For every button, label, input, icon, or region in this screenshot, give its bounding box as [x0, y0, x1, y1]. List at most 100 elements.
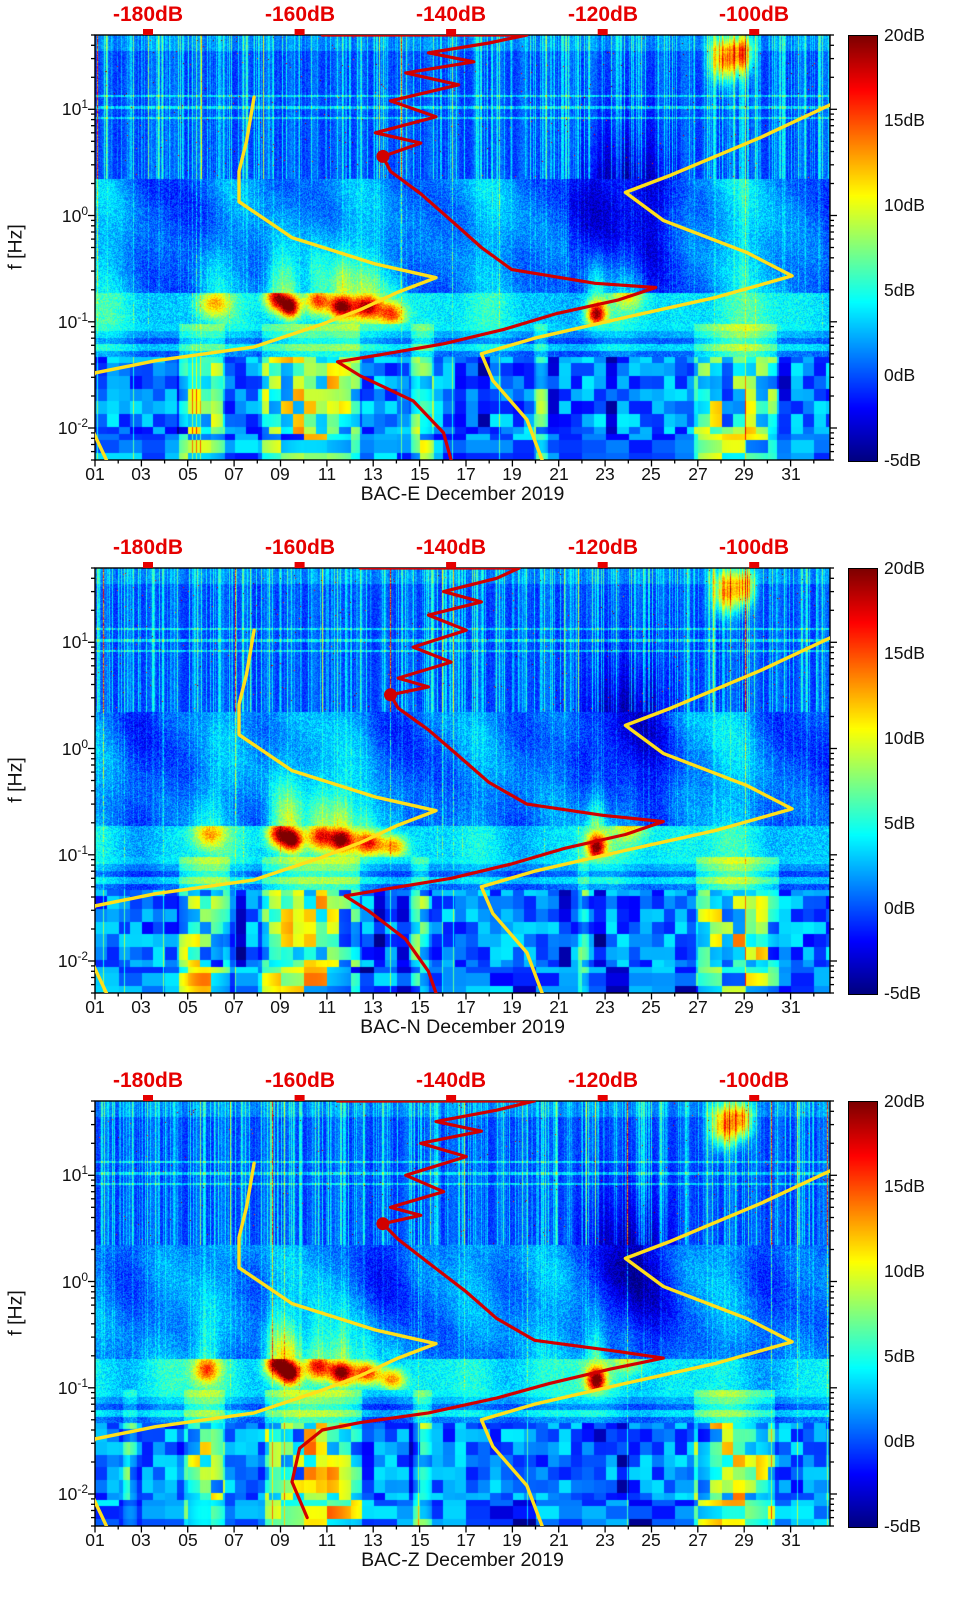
colorbar-tick-label: 10dB	[884, 728, 925, 748]
top-axis-tick-label: -120dB	[567, 536, 639, 559]
x-tick-label: 15	[410, 997, 430, 1017]
panel-bac-n: f [Hz] -180dB -160dB -140dB -120dB -100dB 01 0…	[0, 533, 962, 1066]
x-tick-label: 23	[595, 1530, 615, 1550]
x-tick-label: 25	[641, 1530, 661, 1550]
x-tick-label: 25	[641, 997, 661, 1017]
x-tick-label: 01	[85, 1530, 105, 1550]
x-tick-label: 17	[456, 1530, 476, 1550]
spectrogram-canvas	[95, 35, 830, 460]
x-tick-label: 05	[178, 464, 198, 484]
x-tick-label: 09	[270, 997, 290, 1017]
y-axis-label: f [Hz]	[4, 224, 27, 270]
x-tick-label: 31	[781, 464, 801, 484]
colorbar	[848, 35, 878, 462]
y-tick-label: 10-2	[57, 949, 88, 971]
x-tick-label: 21	[549, 997, 569, 1017]
y-axis-label: f [Hz]	[4, 1290, 27, 1336]
top-axis-tick-label: -140dB	[415, 1069, 487, 1092]
y-tick-label: 100	[61, 204, 88, 226]
x-tick-label: 27	[688, 1530, 708, 1550]
top-axis-tick-label: -160dB	[264, 3, 336, 26]
panel-bac-e: f [Hz] -180dB -160dB -140dB -120dB -100dB 01 0…	[0, 0, 962, 533]
x-tick-label: 01	[85, 997, 105, 1017]
y-tick-label: 101	[61, 97, 88, 119]
y-tick-label: 10-1	[57, 1376, 88, 1398]
y-tick-label: 101	[61, 1163, 88, 1185]
colorbar-tick-label: 20dB	[884, 558, 925, 578]
x-tick-label: 11	[317, 464, 337, 484]
panel-bac-z: f [Hz] -180dB -160dB -140dB -120dB -100dB 01 0…	[0, 1066, 962, 1599]
colorbar-tick-label: 15dB	[884, 1176, 925, 1196]
colorbar-tick-label: 0dB	[884, 898, 916, 918]
colorbar-tick-label: 0dB	[884, 365, 916, 385]
colorbar-tick-label: 15dB	[884, 643, 925, 663]
x-tick-label: 19	[502, 1530, 522, 1550]
x-tick-label: 13	[363, 464, 383, 484]
y-tick-label: 10-2	[57, 416, 88, 438]
colorbar-tick-label: 0dB	[884, 1431, 916, 1451]
x-tick-label: 15	[410, 1530, 430, 1550]
x-tick-label: 13	[363, 1530, 383, 1550]
plot-title: BAC-E December 2019	[360, 483, 565, 505]
x-tick-label: 25	[641, 464, 661, 484]
x-tick-label: 13	[363, 997, 383, 1017]
x-tick-label: 05	[178, 997, 198, 1017]
x-tick-label: 03	[131, 464, 151, 484]
x-tick-label: 09	[270, 1530, 290, 1550]
x-tick-label: 29	[734, 997, 754, 1017]
top-axis-tick-label: -100dB	[718, 1069, 790, 1092]
colorbar-tick-label: 5dB	[884, 1346, 916, 1366]
top-axis-tick-label: -180dB	[112, 536, 184, 559]
x-tick-label: 07	[224, 464, 244, 484]
plot-title: BAC-Z December 2019	[361, 1549, 564, 1571]
top-axis-tick-label: -160dB	[264, 1069, 336, 1092]
x-tick-label: 17	[456, 997, 476, 1017]
y-tick-label: 10-1	[57, 310, 88, 332]
x-tick-label: 23	[595, 997, 615, 1017]
x-tick-label: 21	[549, 1530, 569, 1550]
colorbar-tick-label: 15dB	[884, 110, 925, 130]
x-tick-label: 03	[131, 997, 151, 1017]
x-tick-label: 03	[131, 1530, 151, 1550]
x-tick-label: 07	[224, 1530, 244, 1550]
top-axis-tick-label: -140dB	[415, 536, 487, 559]
y-tick-label: 10-1	[57, 843, 88, 865]
x-tick-label: 19	[502, 997, 522, 1017]
x-tick-label: 15	[410, 464, 430, 484]
x-tick-label: 17	[456, 464, 476, 484]
colorbar-tick-label: -5dB	[884, 983, 921, 1003]
colorbar-tick-label: -5dB	[884, 1516, 921, 1536]
colorbar-tick-label: 20dB	[884, 1091, 925, 1111]
colorbar	[848, 1101, 878, 1528]
x-tick-label: 19	[502, 464, 522, 484]
colorbar-tick-label: 10dB	[884, 1261, 925, 1281]
top-axis-tick-label: -120dB	[567, 1069, 639, 1092]
y-tick-label: 101	[61, 630, 88, 652]
y-tick-label: 100	[61, 737, 88, 759]
x-tick-label: 31	[781, 997, 801, 1017]
colorbar-tick-label: -5dB	[884, 450, 921, 470]
x-tick-label: 21	[549, 464, 569, 484]
x-tick-label: 31	[781, 1530, 801, 1550]
top-axis-tick-label: -100dB	[718, 3, 790, 26]
plot-title: BAC-N December 2019	[360, 1016, 565, 1038]
x-tick-label: 11	[317, 997, 337, 1017]
top-axis-tick-label: -180dB	[112, 3, 184, 26]
x-tick-label: 29	[734, 1530, 754, 1550]
colorbar-tick-label: 5dB	[884, 813, 916, 833]
top-axis-tick-label: -120dB	[567, 3, 639, 26]
x-tick-label: 09	[270, 464, 290, 484]
x-tick-label: 23	[595, 464, 615, 484]
top-axis-tick-label: -100dB	[718, 536, 790, 559]
x-tick-label: 29	[734, 464, 754, 484]
x-tick-label: 07	[224, 997, 244, 1017]
x-tick-label: 27	[688, 997, 708, 1017]
top-axis-tick-label: -160dB	[264, 536, 336, 559]
spectrogram-canvas	[95, 1101, 830, 1526]
colorbar-tick-label: 10dB	[884, 195, 925, 215]
y-tick-label: 10-2	[57, 1482, 88, 1504]
y-tick-label: 100	[61, 1270, 88, 1292]
top-axis-tick-label: -140dB	[415, 3, 487, 26]
x-tick-label: 27	[688, 464, 708, 484]
